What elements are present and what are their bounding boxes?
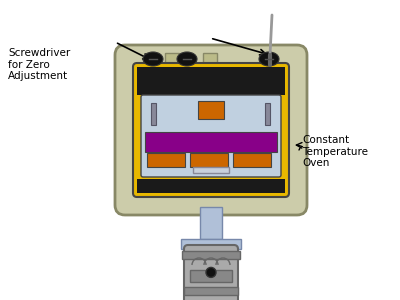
Text: Screwdriver
for Zero
Adjustment: Screwdriver for Zero Adjustment [8,48,70,81]
Bar [184,287,238,295]
Bar [182,251,240,259]
Bar [190,153,228,167]
Bar [198,101,224,119]
Ellipse shape [206,267,216,278]
Ellipse shape [143,52,163,66]
Bar [137,67,285,95]
Bar [137,179,285,193]
Bar [190,270,232,282]
FancyBboxPatch shape [133,63,289,197]
Bar [200,207,222,239]
Bar [203,53,217,67]
Bar [165,53,179,67]
Bar [181,239,241,249]
Bar [193,167,229,173]
Bar [145,132,277,152]
Bar [147,153,185,167]
FancyBboxPatch shape [141,95,281,177]
Ellipse shape [259,52,279,66]
Bar [233,153,271,167]
FancyBboxPatch shape [115,45,307,215]
Bar [151,103,156,125]
Ellipse shape [177,52,197,66]
Text: Constant
Temperature
Oven: Constant Temperature Oven [302,135,368,168]
FancyBboxPatch shape [184,245,238,300]
Bar [265,103,270,125]
